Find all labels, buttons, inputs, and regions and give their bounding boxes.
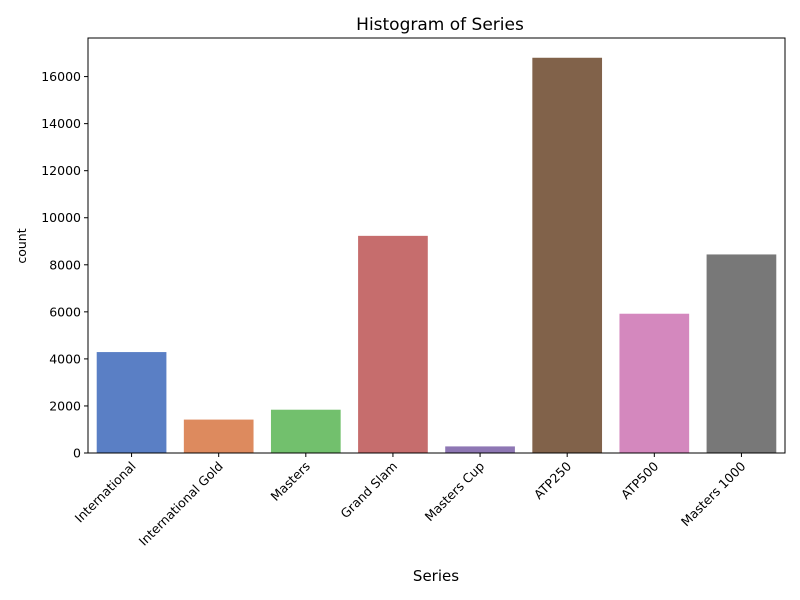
x-axis-label: Series bbox=[413, 567, 459, 585]
y-tick-label: 4000 bbox=[49, 351, 81, 366]
y-tick-label: 10000 bbox=[41, 210, 81, 225]
y-axis-label: count bbox=[14, 228, 29, 263]
bar-international-gold bbox=[183, 419, 254, 453]
y-tick-label: 8000 bbox=[49, 257, 81, 272]
chart-title: Histogram of Series bbox=[356, 15, 524, 35]
x-tick-label: ATP500 bbox=[618, 458, 662, 502]
plot-frame bbox=[87, 37, 786, 454]
y-tick-label: 12000 bbox=[41, 163, 81, 178]
bar-masters-cup bbox=[445, 446, 515, 453]
x-tick-label: Masters 1000 bbox=[678, 458, 749, 529]
y-tick-label: 0 bbox=[73, 446, 81, 461]
bar-masters-1000 bbox=[706, 254, 777, 453]
y-axis: 0 2000 4000 6000 8000 10000 12000 14000 16000 bbox=[41, 69, 88, 461]
x-tick-label: Masters Cup bbox=[422, 458, 488, 524]
x-tick-label: Grand Slam bbox=[337, 459, 400, 522]
x-tick-label: International bbox=[72, 459, 139, 526]
y-tick-label: 14000 bbox=[41, 116, 81, 131]
bar-international bbox=[96, 352, 167, 453]
bar-atp500 bbox=[619, 313, 690, 453]
bar-grand-slam bbox=[358, 235, 428, 453]
bars-group bbox=[96, 57, 777, 453]
x-tick-label: Masters bbox=[268, 459, 313, 504]
x-tick-label: International Gold bbox=[136, 459, 226, 549]
bar-atp250 bbox=[532, 57, 603, 453]
bar-masters bbox=[270, 409, 341, 453]
y-tick-label: 6000 bbox=[49, 304, 81, 319]
x-tick-label: ATP250 bbox=[531, 458, 575, 502]
y-tick-label: 16000 bbox=[41, 69, 81, 84]
y-tick-label: 2000 bbox=[49, 398, 81, 413]
